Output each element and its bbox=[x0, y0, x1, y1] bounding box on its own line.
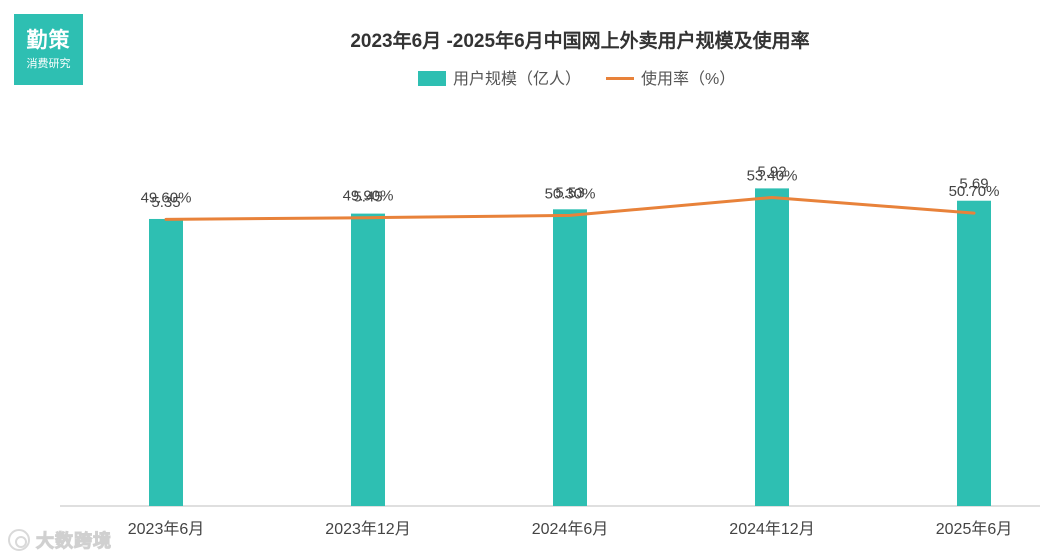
x-tick-2: 2024年6月 bbox=[532, 520, 609, 538]
bar-0 bbox=[149, 218, 183, 506]
x-axis-tick-labels: 2023年6月 2023年12月 2024年6月 2024年12月 2025年6月 bbox=[128, 520, 1013, 538]
bar-value-labels: 5.35 5.45 5.53 5.92 5.69 bbox=[151, 163, 988, 211]
brand-swirl-icon bbox=[8, 529, 30, 551]
bar-3 bbox=[755, 188, 789, 506]
bar-series bbox=[149, 188, 991, 507]
x-tick-0: 2023年6月 bbox=[128, 520, 205, 538]
bar-2 bbox=[553, 209, 587, 507]
brand-logo: 勤策 消费研究 bbox=[14, 14, 83, 85]
legend-label-line: 使用率（%） bbox=[641, 70, 735, 88]
bar-4 bbox=[957, 200, 991, 506]
bar-label-1: 5.45 bbox=[353, 189, 382, 206]
usage-rate-line bbox=[164, 196, 976, 221]
legend-label-bar: 用户规模（亿人） bbox=[453, 70, 581, 88]
bar-label-0: 5.35 bbox=[151, 194, 180, 211]
line-label-2: 50.30% bbox=[545, 185, 596, 202]
legend: 用户规模（亿人） 使用率（%） bbox=[418, 70, 735, 88]
logo-sub-text: 消费研究 bbox=[26, 57, 71, 70]
bar-label-4: 5.69 bbox=[959, 176, 988, 193]
line-value-labels: 49.60% 49.90% 50.30% 53.40% 50.70% bbox=[141, 167, 1000, 206]
line-label-0: 49.60% bbox=[141, 189, 192, 206]
line-label-4: 50.70% bbox=[949, 183, 1000, 200]
line-label-1: 49.90% bbox=[343, 188, 394, 205]
x-tick-3: 2024年12月 bbox=[729, 520, 814, 538]
line-label-3: 53.40% bbox=[747, 167, 798, 184]
bar-1 bbox=[351, 213, 385, 506]
watermark-text: 大数跨境 bbox=[36, 531, 112, 552]
logo-main-text: 勤策 bbox=[26, 28, 71, 52]
x-tick-4: 2025年6月 bbox=[936, 520, 1013, 538]
bar-label-3: 5.92 bbox=[757, 163, 786, 180]
watermark: 大数跨境 bbox=[8, 527, 112, 553]
bar-label-2: 5.53 bbox=[555, 184, 584, 201]
x-tick-1: 2023年12月 bbox=[325, 520, 410, 538]
legend-swatch-bar bbox=[418, 71, 446, 86]
chart-title: 2023年6月 -2025年6月中国网上外卖用户规模及使用率 bbox=[350, 29, 809, 52]
